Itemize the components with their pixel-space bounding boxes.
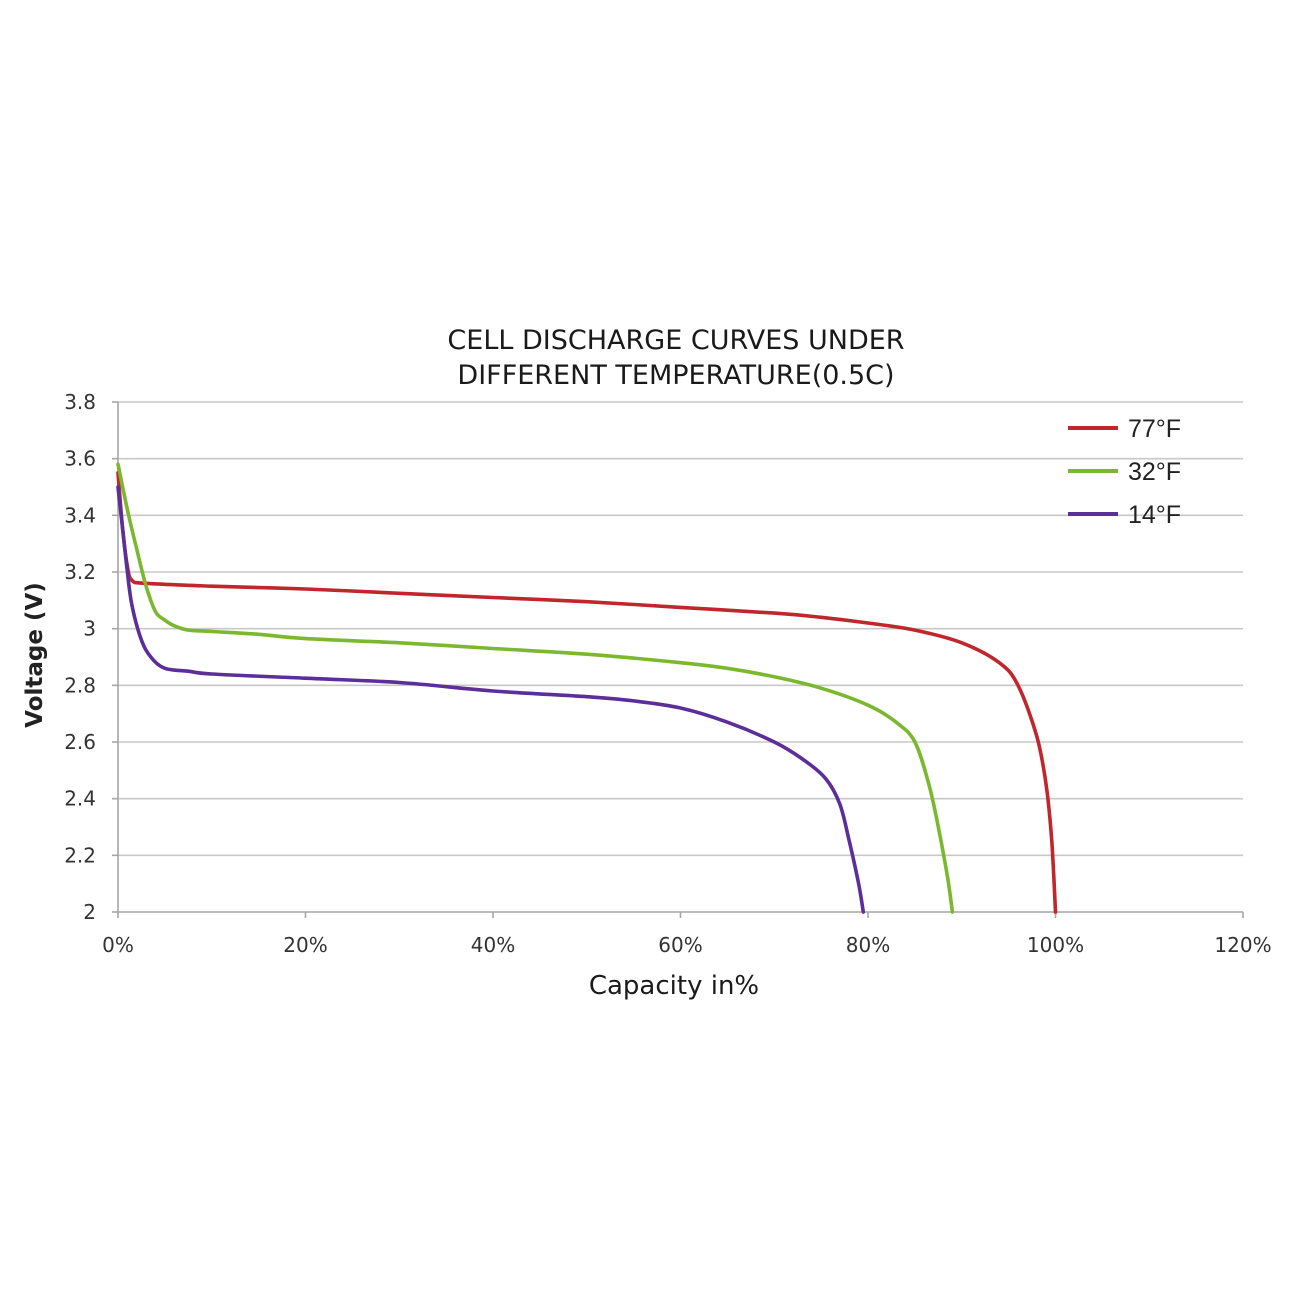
y-tick-label: 3.8	[64, 390, 96, 414]
x-tick-label: 100%	[1027, 933, 1084, 957]
legend-label: 14°F	[1128, 501, 1181, 529]
x-tick-label: 60%	[658, 933, 702, 957]
y-tick-label: 3.2	[64, 560, 96, 584]
y-tick-label: 2.4	[64, 787, 96, 811]
series-line	[116, 471, 1058, 914]
y-tick-label: 3	[83, 617, 96, 641]
x-tick-labels: 0% 20% 40% 60% 80% 100% 120%	[102, 933, 1271, 957]
chart-title-line-2: DIFFERENT TEMPERATURE(0.5C)	[457, 360, 894, 391]
axes	[112, 401, 1244, 918]
y-axis-label: Voltage (V)	[22, 582, 48, 728]
chart-title-line-1: CELL DISCHARGE CURVES UNDER	[447, 325, 904, 356]
legend-label: 77°F	[1128, 415, 1181, 443]
legend: 77°F 32°F 14°F	[1068, 415, 1181, 529]
legend-label: 32°F	[1128, 458, 1181, 486]
x-tick-label: 0%	[102, 933, 134, 957]
series-lines	[116, 462, 1058, 914]
gridlines	[118, 401, 1243, 857]
x-tick-label: 20%	[283, 933, 327, 957]
x-tick-label: 120%	[1214, 933, 1271, 957]
series-line	[116, 485, 866, 914]
series-line	[116, 462, 955, 914]
y-tick-label: 2.8	[64, 673, 96, 697]
y-tick-label: 2.6	[64, 730, 96, 754]
x-axis-label: Capacity in%	[589, 971, 759, 1001]
y-tick-label: 3.6	[64, 447, 96, 471]
x-tick-label: 80%	[846, 933, 890, 957]
x-tick-label: 40%	[471, 933, 515, 957]
y-tick-label: 2.2	[64, 843, 96, 867]
y-tick-label: 2	[83, 900, 96, 924]
y-tick-label: 3.4	[64, 503, 96, 527]
y-tick-labels: 2 2.2 2.4 2.6 2.8 3 3.2 3.4 3.6 3.8	[64, 390, 96, 924]
